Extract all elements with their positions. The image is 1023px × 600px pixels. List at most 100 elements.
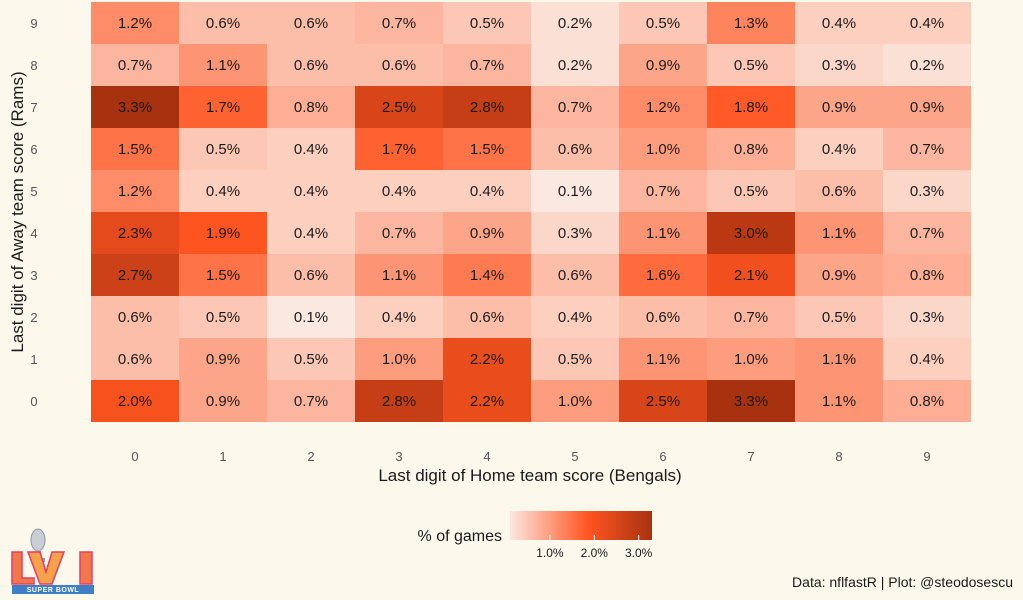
heatmap-cell-9-0 (91, 2, 179, 44)
heatmap-cell-2-4 (443, 296, 531, 338)
heatmap-cell-1-2 (267, 338, 355, 380)
cell-value-label: 0.4% (822, 141, 856, 158)
x-tick-label: 1 (219, 449, 226, 464)
cell-value-label: 0.4% (910, 15, 944, 32)
heatmap-cell-2-7 (707, 296, 795, 338)
heatmap-cell-5-1 (179, 170, 267, 212)
heatmap-cell-7-8 (795, 86, 883, 128)
cell-value-label: 3.3% (734, 393, 768, 410)
heatmap-cell-0-4 (443, 380, 531, 422)
heatmap-cells: 2.0% 0.9% 0.7% 2.8% 2.2% 1.0% 2.5% 3.3% 1.1% 0.8%… (91, 2, 971, 422)
heatmap-cell-4-6 (619, 212, 707, 254)
cell-value-label: 1.3% (734, 15, 768, 32)
heatmap-cell-0-0 (91, 380, 179, 422)
caption: Data: nflfastR | Plot: @steodosescu (792, 574, 1013, 590)
cell-value-label: 0.4% (294, 141, 328, 158)
cell-value-label: 1.6% (646, 267, 680, 284)
cell-value-label: 0.8% (910, 393, 944, 410)
cell-value-label: 0.7% (646, 183, 680, 200)
heatmap-cell-3-2 (267, 254, 355, 296)
legend-ticks: 1.0% 2.0% 3.0% (536, 535, 653, 560)
cell-value-label: 0.7% (734, 309, 768, 326)
heatmap-cell-5-4 (443, 170, 531, 212)
heatmap-cell-2-2 (267, 296, 355, 338)
heatmap-cell-0-9 (883, 380, 971, 422)
cell-value-label: 2.7% (118, 267, 152, 284)
cell-value-label: 0.6% (646, 309, 680, 326)
cell-value-label: 2.8% (470, 99, 504, 116)
x-tick-label: 8 (835, 449, 842, 464)
x-tick-label: 4 (483, 449, 490, 464)
heatmap-cell-3-3 (355, 254, 443, 296)
cell-value-label: 0.9% (822, 267, 856, 284)
heatmap-cell-5-7 (707, 170, 795, 212)
heatmap-cell-3-7 (707, 254, 795, 296)
heatmap-cell-0-6 (619, 380, 707, 422)
cell-value-label: 0.6% (206, 15, 240, 32)
heatmap-cell-9-2 (267, 2, 355, 44)
heatmap-cell-4-8 (795, 212, 883, 254)
cell-value-label: 1.8% (734, 99, 768, 116)
heatmap-cell-9-4 (443, 2, 531, 44)
cell-value-label: 0.2% (558, 15, 592, 32)
heatmap-cell-7-6 (619, 86, 707, 128)
heatmap-cell-5-3 (355, 170, 443, 212)
heatmap-cell-5-5 (531, 170, 619, 212)
heatmap-cell-7-3 (355, 86, 443, 128)
cell-value-label: 0.2% (558, 57, 592, 74)
cell-value-label: 0.7% (382, 15, 416, 32)
heatmap-cell-5-9 (883, 170, 971, 212)
cell-value-label: 0.4% (382, 309, 416, 326)
heatmap-cell-4-4 (443, 212, 531, 254)
y-tick-label: 0 (30, 394, 37, 409)
heatmap-cell-3-1 (179, 254, 267, 296)
cell-value-label: 0.4% (382, 183, 416, 200)
y-tick-label: 3 (30, 268, 37, 283)
cell-value-label: 1.1% (822, 393, 856, 410)
cell-value-label: 0.9% (206, 351, 240, 368)
cell-value-label: 0.9% (646, 57, 680, 74)
cell-value-label: 1.0% (646, 141, 680, 158)
cell-value-label: 1.5% (470, 141, 504, 158)
cell-value-label: 0.6% (118, 351, 152, 368)
heatmap-cell-6-8 (795, 128, 883, 170)
heatmap-cell-7-5 (531, 86, 619, 128)
heatmap-cell-8-7 (707, 44, 795, 86)
heatmap-cell-6-4 (443, 128, 531, 170)
logo-text: SUPER BOWL (27, 587, 80, 594)
cell-value-label: 0.6% (294, 57, 328, 74)
cell-value-label: 0.6% (470, 309, 504, 326)
cell-value-label: 2.0% (118, 393, 152, 410)
cell-value-label: 0.5% (822, 309, 856, 326)
y-tick-label: 6 (30, 142, 37, 157)
heatmap-cell-1-9 (883, 338, 971, 380)
heatmap-cell-0-1 (179, 380, 267, 422)
heatmap-cell-3-9 (883, 254, 971, 296)
y-tick-label: 5 (30, 184, 37, 199)
y-tick-label: 9 (30, 16, 37, 31)
cell-value-label: 1.1% (646, 351, 680, 368)
heatmap-cell-7-1 (179, 86, 267, 128)
x-tick-label: 9 (923, 449, 930, 464)
cell-value-label: 0.8% (294, 99, 328, 116)
heatmap-cell-4-3 (355, 212, 443, 254)
heatmap-cell-1-8 (795, 338, 883, 380)
heatmap-cell-9-6 (619, 2, 707, 44)
cell-value-label: 0.7% (118, 57, 152, 74)
heatmap-cell-4-0 (91, 212, 179, 254)
legend-tick-label: 1.0% (536, 546, 564, 560)
heatmap-cell-8-4 (443, 44, 531, 86)
x-tick-label: 7 (747, 449, 754, 464)
x-tick-label: 3 (395, 449, 402, 464)
cell-value-label: 1.2% (118, 183, 152, 200)
heatmap-cell-6-7 (707, 128, 795, 170)
cell-value-label: 2.3% (118, 225, 152, 242)
heatmap-cell-4-2 (267, 212, 355, 254)
heatmap-cell-2-8 (795, 296, 883, 338)
y-axis-title: Last digit of Away team score (Rams) (8, 71, 27, 352)
heatmap-cell-7-9 (883, 86, 971, 128)
cell-value-label: 0.6% (382, 57, 416, 74)
cell-value-label: 1.1% (646, 225, 680, 242)
cell-value-label: 0.8% (910, 267, 944, 284)
